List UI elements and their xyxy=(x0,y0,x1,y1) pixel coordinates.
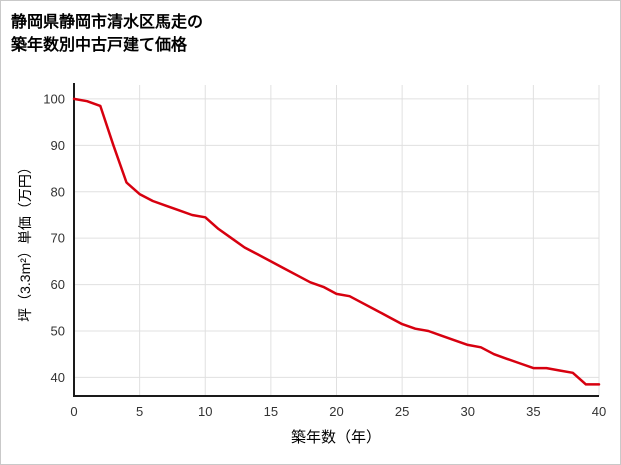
chart-title: 静岡県静岡市清水区馬走の 築年数別中古戸建て価格 xyxy=(11,11,203,57)
chart-title-line1: 静岡県静岡市清水区馬走の xyxy=(11,14,204,31)
y-tick-label: 60 xyxy=(51,277,65,292)
y-tick-label: 50 xyxy=(51,324,65,339)
x-tick-label: 5 xyxy=(136,404,143,419)
line-chart: 40 50 60 70 80 90 100 0 5 10 15 20 25 30 35 40 xyxy=(43,83,606,419)
x-tick-label: 35 xyxy=(526,404,540,419)
y-tick-label: 40 xyxy=(51,370,65,385)
x-tick-label: 25 xyxy=(395,404,409,419)
x-tick-label: 40 xyxy=(592,404,606,419)
chart-title-line2: 築年数別中古戸建て価格 xyxy=(11,37,188,55)
x-axis-label: 築年数（年） xyxy=(290,429,382,446)
x-tick-label: 10 xyxy=(198,404,212,419)
y-tick-label: 80 xyxy=(51,184,65,199)
x-tick-label: 30 xyxy=(461,404,475,419)
x-tick-label: 20 xyxy=(329,404,343,419)
x-tick-label: 15 xyxy=(264,404,278,419)
y-tick-label: 70 xyxy=(51,231,65,246)
x-tick-label: 0 xyxy=(70,404,77,419)
y-tick-label: 100 xyxy=(43,91,65,106)
price-line-series xyxy=(72,97,601,386)
y-tick-label: 90 xyxy=(51,138,65,153)
